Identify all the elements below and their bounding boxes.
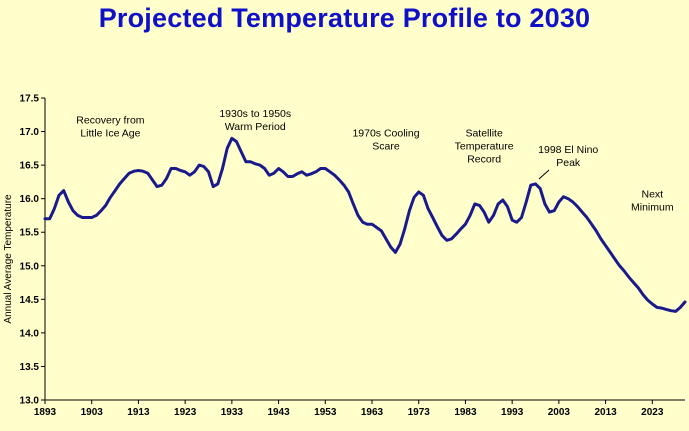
y-tick-label: 15.0	[20, 261, 40, 272]
y-tick-label: 13.5	[20, 362, 40, 373]
x-ticks: 1893 1903 1913 1923 1933 1943 1953 1963 1973 1983…	[34, 400, 664, 418]
x-tick-label: 1953	[314, 407, 337, 418]
y-axis-label: Annual Average Temperature	[3, 194, 14, 324]
axes	[44, 98, 685, 401]
el-nino-pointer-line	[538, 169, 550, 180]
x-tick-label: 1933	[221, 407, 244, 418]
x-tick-label: 1923	[174, 407, 197, 418]
y-tick-label: 15.5	[20, 228, 40, 239]
series-group	[43, 136, 687, 313]
x-tick-label: 1903	[81, 407, 104, 418]
annotation-label: 1970s Cooling Scare	[352, 127, 419, 152]
y-tick-label: 17.0	[20, 127, 40, 138]
annotation-label: 1930s to 1950s Warm Period	[219, 108, 291, 133]
y-tick-label: 14.0	[20, 328, 40, 339]
annotations-group: Recovery from Little Ice Age 1930s to 1950…	[76, 108, 674, 214]
y-tick-label: 16.5	[20, 161, 40, 172]
x-tick-label: 1963	[361, 407, 384, 418]
y-tick-label: 16.0	[20, 194, 40, 205]
x-tick-label: 1913	[127, 407, 150, 418]
annotation-label: Next Minimum	[631, 188, 674, 213]
annotation-label: Satellite Temperature Record	[455, 127, 514, 165]
x-tick-label: 2003	[548, 407, 571, 418]
annotation-label: 1998 El Nino Peak	[538, 144, 598, 169]
y-tick-label: 13.0	[20, 396, 40, 407]
x-tick-label: 1943	[267, 407, 290, 418]
temperature-series-line	[43, 136, 687, 313]
y-tick-label: 17.5	[20, 94, 40, 105]
annotation-label: Recovery from Little Ice Age	[76, 115, 145, 140]
x-tick-label: 1983	[454, 407, 477, 418]
y-axis-label-group: Annual Average Temperature	[3, 194, 14, 324]
x-tick-label: 1993	[501, 407, 524, 418]
x-tick-label: 2013	[594, 407, 617, 418]
y-ticks: 13.0 13.5 14.0 14.5 15.0 15.5 16.0 16.5 17.0 17.5	[20, 94, 45, 407]
x-tick-label: 1893	[34, 407, 57, 418]
x-tick-label: 2023	[641, 407, 664, 418]
x-tick-label: 1973	[408, 407, 431, 418]
y-tick-label: 14.5	[20, 295, 40, 306]
chart-title: Projected Temperature Profile to 2030	[98, 3, 591, 33]
